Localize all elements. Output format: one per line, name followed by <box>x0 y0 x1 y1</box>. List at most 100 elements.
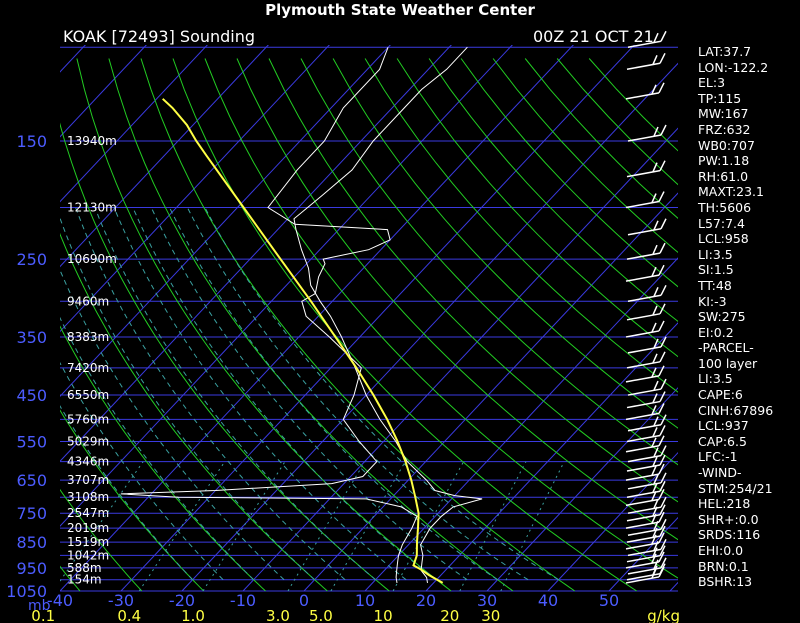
wind-barb <box>625 191 665 209</box>
mixing-ratio-line <box>392 461 465 592</box>
height-label: 2547m <box>67 506 109 520</box>
parameter-line: STM:254/21 <box>698 480 773 496</box>
moist-adiabat <box>169 207 498 581</box>
height-label: 9460m <box>67 294 109 308</box>
height-label: 4346m <box>67 455 109 469</box>
wind-barb <box>625 435 665 453</box>
pressure-unit-label: mb <box>28 598 51 614</box>
moist-adiabat <box>60 362 224 581</box>
dry-adiabat <box>76 58 452 592</box>
temperature-tick-label: 50 <box>599 591 619 610</box>
parameter-line: LON:-122.2 <box>698 59 769 75</box>
parameter-line: LI:3.5 <box>698 246 733 262</box>
height-label: 3108m <box>67 490 109 504</box>
isotherm-line <box>60 45 452 462</box>
parameter-line: 100 layer <box>698 355 758 371</box>
parameter-line: SRDS:116 <box>698 527 761 543</box>
wind-barb <box>626 545 666 563</box>
height-label: 1042m <box>67 548 109 562</box>
pressure-tick-label: 650 <box>16 471 47 490</box>
height-label: 10690m <box>67 252 117 266</box>
pressure-tick-label: 850 <box>16 533 47 552</box>
moist-adiabat <box>204 207 559 581</box>
wind-barb <box>627 336 667 354</box>
wind-barb <box>625 566 665 584</box>
moist-adiabat <box>113 207 407 581</box>
wind-barb <box>627 30 667 48</box>
parameter-line: LCL:958 <box>698 231 749 247</box>
mixing-ratio-line <box>459 461 527 592</box>
height-label: 5029m <box>67 434 109 448</box>
parameter-line: CAP:6.5 <box>698 433 747 449</box>
mixing-ratio-label: 5.0 <box>309 607 333 623</box>
parameter-line: SI:1.5 <box>698 262 734 278</box>
height-label: 5760m <box>67 412 109 426</box>
dry-adiabat <box>60 488 143 592</box>
parameter-line: EL:3 <box>698 75 726 91</box>
pressure-tick-label: 450 <box>16 386 47 405</box>
wind-barb <box>625 463 665 481</box>
wind-barb <box>626 480 666 498</box>
wind-barb <box>627 124 667 142</box>
wind-barb <box>625 403 665 421</box>
temperature-tick-label: 0 <box>299 591 309 610</box>
height-label: 8383m <box>67 330 109 344</box>
isotherm-line <box>60 45 147 138</box>
isotherm-line <box>60 45 574 592</box>
wind-barb <box>625 320 665 338</box>
isotherm-line <box>547 451 678 592</box>
dry-adiabat <box>364 58 678 393</box>
wind-barb <box>625 551 665 569</box>
parameter-line: TH:5606 <box>698 199 752 215</box>
dry-adiabat <box>428 58 678 323</box>
chart-title: Plymouth State Weather Center <box>265 1 535 19</box>
parameter-line: CINH:67896 <box>698 402 774 418</box>
moist-adiabat <box>60 316 254 581</box>
parameter-line: FRZ:632 <box>698 121 751 137</box>
station-label: KOAK [72493] Sounding <box>63 27 256 46</box>
dry-adiabat <box>172 58 637 592</box>
temperature-tick-label: 10 <box>355 591 375 610</box>
temperature-tick-label: -40 <box>47 591 73 610</box>
pressure-tick-label: 250 <box>16 250 47 269</box>
pressure-tick-label: 1050 <box>6 582 47 601</box>
parameter-line: PW:1.18 <box>698 153 750 169</box>
wind-barb <box>626 391 666 409</box>
mixing-ratio-label: 20 <box>440 607 459 623</box>
wind-barb <box>625 365 665 383</box>
wind-barb <box>627 445 667 463</box>
parameter-line: KI:-3 <box>698 293 727 309</box>
parameter-line: LFC:-1 <box>698 449 738 465</box>
wind-barb <box>626 303 666 321</box>
pressure-tick-label: 550 <box>16 432 47 451</box>
temperature-tick-label: 20 <box>416 591 436 610</box>
mixing-ratio-line <box>138 461 226 592</box>
parameter-line: SHR+:0.0 <box>698 511 759 527</box>
mixing-ratio-line <box>287 461 366 592</box>
mixing-ratio-unit: g/kg <box>647 607 680 623</box>
wind-barb <box>627 284 667 303</box>
parameter-line: -WIND- <box>698 465 742 481</box>
isotherm-line <box>60 45 513 527</box>
wind-barb <box>626 454 666 472</box>
isotherm-line <box>425 322 678 592</box>
parameter-line: LI:3.5 <box>698 371 733 387</box>
mixing-ratio-line <box>330 461 406 592</box>
mixing-ratio-line <box>500 461 565 592</box>
temperature-tick-label: 30 <box>477 591 497 610</box>
moist-adiabat <box>75 207 346 581</box>
parameter-line: BSHR:13 <box>698 574 753 590</box>
pressure-tick-label: 950 <box>16 559 47 578</box>
wind-barb <box>627 496 667 514</box>
parameter-line: TT:48 <box>698 277 732 293</box>
mixing-ratio-line <box>60 461 144 583</box>
moist-adiabat <box>94 207 376 581</box>
parameter-line: HEL:218 <box>698 496 751 512</box>
height-label: 1519m <box>67 535 109 549</box>
parameter-line: TP:115 <box>698 90 742 106</box>
parameter-line: SW:275 <box>698 309 746 325</box>
parameter-line: RH:61.0 <box>698 168 749 184</box>
parcel-trace <box>162 98 444 584</box>
parameter-line: WB0:707 <box>698 137 755 153</box>
